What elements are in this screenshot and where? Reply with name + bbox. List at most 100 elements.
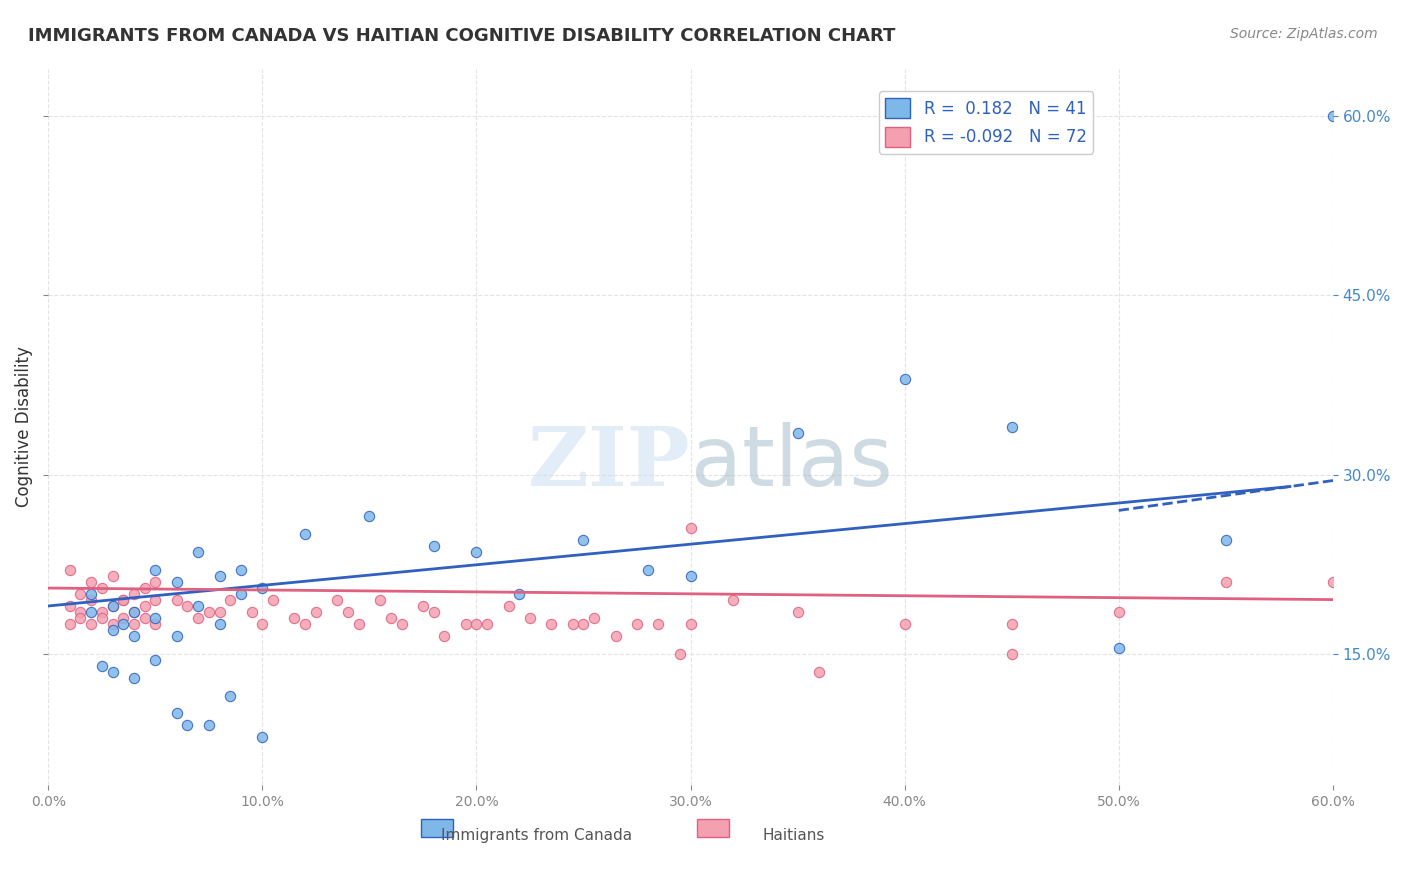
Point <box>422 605 444 619</box>
Legend: R =  0.182   N = 41, R = -0.092   N = 72: R = 0.182 N = 41, R = -0.092 N = 72 <box>879 91 1094 153</box>
Point <box>122 616 145 631</box>
Point <box>198 605 221 619</box>
Point <box>294 616 316 631</box>
FancyBboxPatch shape <box>697 819 730 837</box>
Text: IMMIGRANTS FROM CANADA VS HAITIAN COGNITIVE DISABILITY CORRELATION CHART: IMMIGRANTS FROM CANADA VS HAITIAN COGNIT… <box>28 27 896 45</box>
Point <box>101 599 124 613</box>
Text: Immigrants from Canada: Immigrants from Canada <box>441 828 631 843</box>
Point <box>412 599 434 613</box>
FancyBboxPatch shape <box>420 819 453 837</box>
Point <box>647 616 669 631</box>
Point <box>283 611 305 625</box>
Point <box>69 587 91 601</box>
Point <box>134 581 156 595</box>
Point <box>368 593 391 607</box>
Point <box>166 706 188 721</box>
Point <box>1322 575 1344 590</box>
Point <box>475 616 498 631</box>
Text: ZIP: ZIP <box>527 423 690 503</box>
Text: atlas: atlas <box>690 422 893 503</box>
Point <box>229 563 252 577</box>
Point <box>112 593 135 607</box>
Point <box>433 629 456 643</box>
Point <box>208 569 231 583</box>
Point <box>786 605 808 619</box>
Point <box>572 616 595 631</box>
Point <box>605 629 627 643</box>
Point <box>1001 419 1024 434</box>
Point <box>101 569 124 583</box>
Point <box>252 581 274 595</box>
Point <box>380 611 402 625</box>
Point <box>80 616 103 631</box>
Point <box>723 593 745 607</box>
Point <box>337 605 360 619</box>
Point <box>252 731 274 745</box>
Point <box>391 616 413 631</box>
Point <box>1001 616 1024 631</box>
Point <box>143 575 166 590</box>
Point <box>1108 605 1130 619</box>
Point <box>90 658 112 673</box>
Point <box>679 521 702 535</box>
Point <box>59 616 82 631</box>
Point <box>1322 109 1344 123</box>
Point <box>80 575 103 590</box>
Point <box>90 605 112 619</box>
Point <box>59 599 82 613</box>
Point <box>101 599 124 613</box>
Point <box>1215 575 1237 590</box>
Point <box>305 605 328 619</box>
Point <box>187 611 209 625</box>
Point <box>90 581 112 595</box>
Point <box>229 587 252 601</box>
Point <box>176 718 198 732</box>
Y-axis label: Cognitive Disability: Cognitive Disability <box>15 346 32 508</box>
Point <box>101 623 124 637</box>
Point <box>134 611 156 625</box>
Point <box>166 593 188 607</box>
Point <box>166 575 188 590</box>
Point <box>122 629 145 643</box>
Point <box>122 587 145 601</box>
Point <box>240 605 263 619</box>
Point <box>122 605 145 619</box>
Point <box>893 616 915 631</box>
Point <box>69 611 91 625</box>
Point <box>187 545 209 559</box>
Point <box>519 611 541 625</box>
Text: Source: ZipAtlas.com: Source: ZipAtlas.com <box>1230 27 1378 41</box>
Point <box>1215 533 1237 548</box>
Point <box>69 605 91 619</box>
Point <box>187 599 209 613</box>
Point <box>112 593 135 607</box>
Point <box>669 647 692 661</box>
Point <box>59 563 82 577</box>
Point <box>219 689 242 703</box>
Point <box>807 665 830 679</box>
Point <box>101 616 124 631</box>
Point <box>465 616 488 631</box>
Point <box>219 593 242 607</box>
Point <box>359 509 381 524</box>
Point <box>294 527 316 541</box>
Point <box>112 616 135 631</box>
Point <box>166 629 188 643</box>
Point <box>326 593 349 607</box>
Point <box>208 616 231 631</box>
Point <box>80 593 103 607</box>
Point <box>122 671 145 685</box>
Point <box>893 372 915 386</box>
Point <box>143 653 166 667</box>
Point <box>540 616 562 631</box>
Point <box>262 593 284 607</box>
Point <box>252 616 274 631</box>
Point <box>679 569 702 583</box>
Point <box>208 605 231 619</box>
Point <box>143 563 166 577</box>
Point <box>561 616 583 631</box>
Point <box>786 425 808 440</box>
Point <box>198 718 221 732</box>
Point <box>90 611 112 625</box>
Point <box>508 587 530 601</box>
